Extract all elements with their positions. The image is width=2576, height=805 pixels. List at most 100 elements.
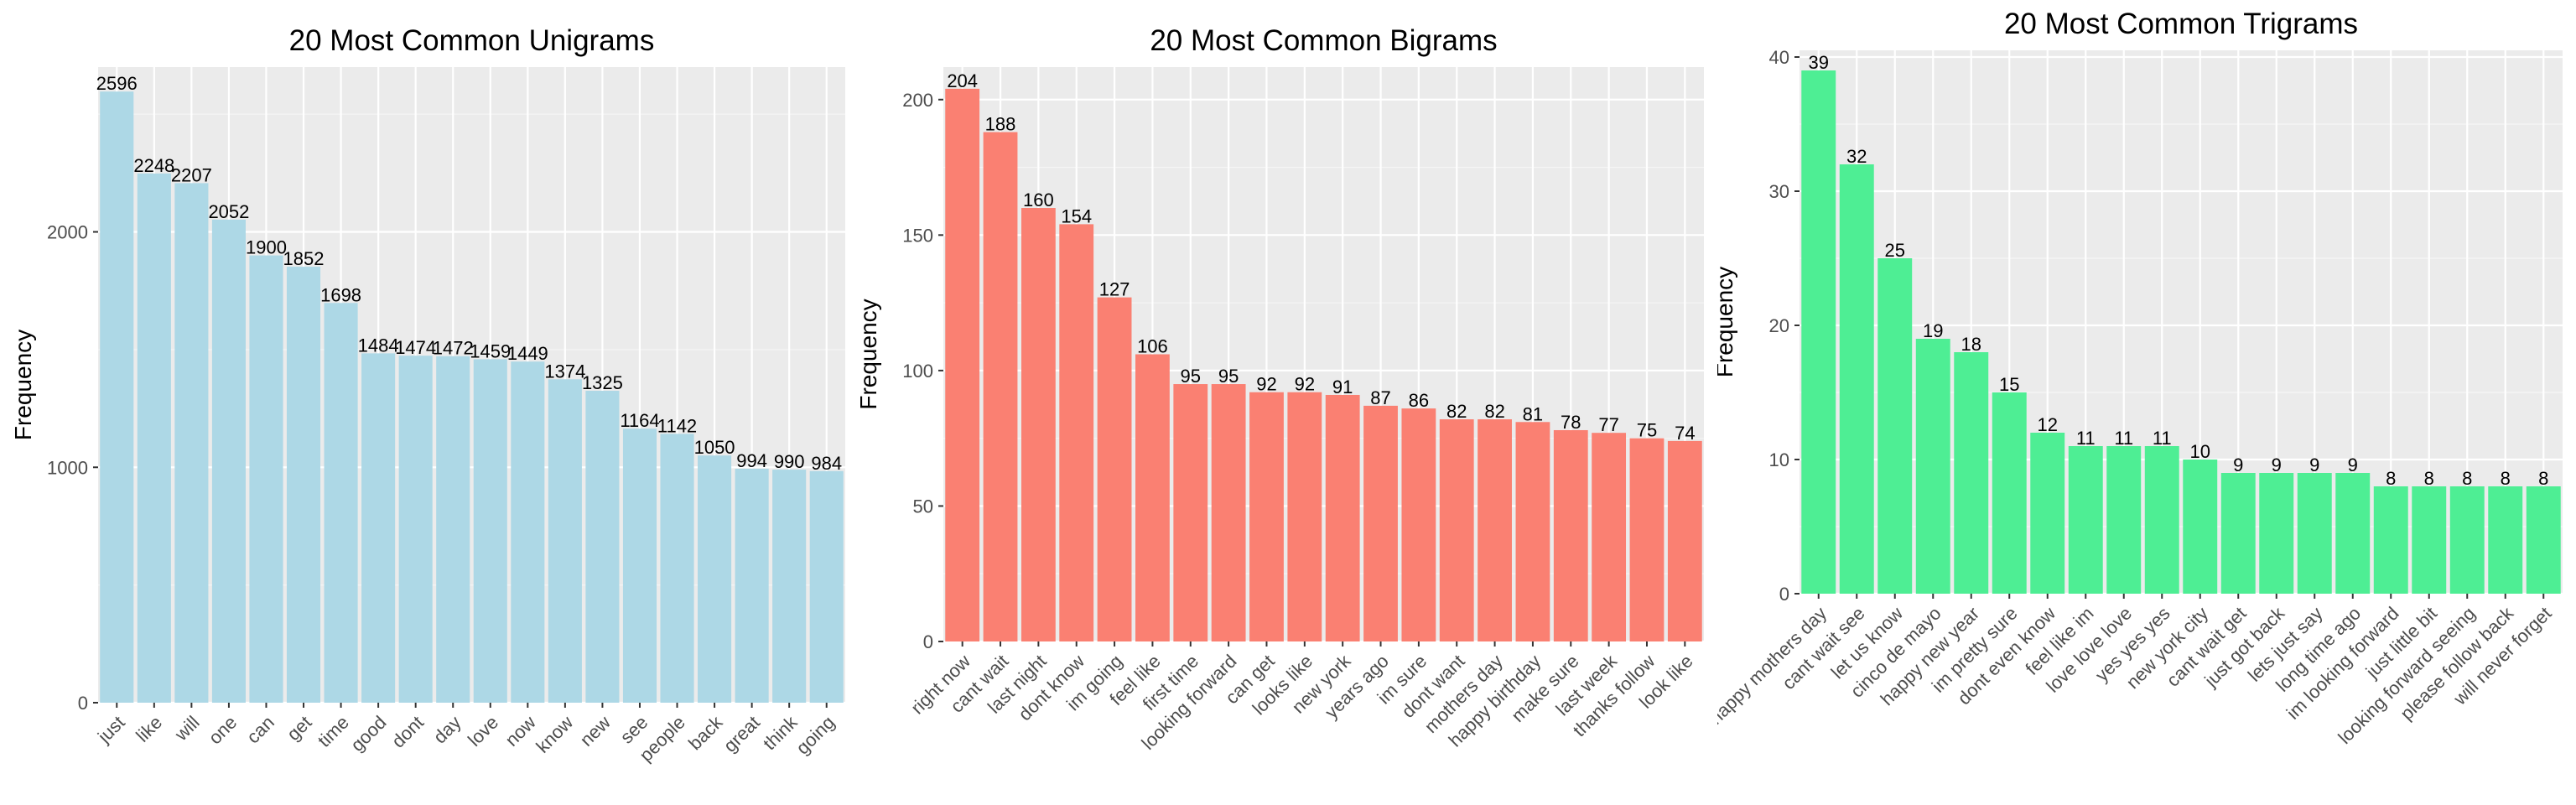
data-label: 81 bbox=[1523, 403, 1543, 424]
bar bbox=[2220, 473, 2256, 594]
data-label: 11 bbox=[2153, 428, 2172, 449]
bar bbox=[1515, 422, 1550, 641]
bar bbox=[174, 183, 209, 704]
x-tick-label: can bbox=[242, 712, 278, 748]
bar bbox=[1401, 408, 1436, 641]
y-tick-label: 0 bbox=[923, 631, 933, 652]
data-label: 92 bbox=[1256, 374, 1276, 395]
y-axis-label: Frequency bbox=[10, 330, 36, 440]
bar bbox=[660, 434, 694, 703]
y-tick-label: 20 bbox=[1769, 315, 1789, 336]
bar bbox=[2259, 473, 2294, 594]
data-label: 9 bbox=[2272, 454, 2282, 475]
y-tick-label: 50 bbox=[913, 496, 933, 517]
bar bbox=[1059, 224, 1094, 641]
y-tick-label: 150 bbox=[902, 225, 933, 246]
data-label: 8 bbox=[2538, 468, 2548, 489]
y-tick-label: 0 bbox=[1779, 584, 1789, 605]
bar bbox=[1992, 392, 2027, 594]
data-label: 2596 bbox=[96, 73, 138, 94]
bar bbox=[1877, 258, 1913, 594]
bar bbox=[2068, 446, 2103, 594]
plot-background bbox=[98, 67, 845, 703]
bar bbox=[945, 88, 980, 641]
x-tick-label: will bbox=[170, 712, 204, 745]
data-label: 87 bbox=[1370, 387, 1390, 408]
bar bbox=[1839, 164, 1874, 594]
data-label: 8 bbox=[2424, 468, 2434, 489]
data-label: 95 bbox=[1218, 366, 1239, 387]
bar bbox=[1249, 392, 1284, 641]
data-label: 82 bbox=[1484, 401, 1504, 422]
bar bbox=[622, 428, 657, 703]
data-label: 78 bbox=[1561, 412, 1581, 433]
data-label: 75 bbox=[1637, 420, 1657, 441]
data-label: 188 bbox=[985, 114, 1016, 135]
bar bbox=[1478, 419, 1512, 641]
data-label: 25 bbox=[1885, 240, 1905, 261]
bar bbox=[1592, 433, 1627, 641]
bar bbox=[1629, 438, 1665, 641]
x-tick-label: back bbox=[684, 711, 727, 754]
x-tick-label: like bbox=[132, 712, 166, 746]
bar bbox=[1553, 429, 1588, 641]
data-label: 2207 bbox=[171, 164, 212, 185]
x-tick-label: great bbox=[719, 712, 764, 756]
data-label: 1142 bbox=[657, 415, 697, 436]
x-tick-label: good bbox=[346, 712, 390, 756]
data-label: 74 bbox=[1675, 423, 1695, 444]
bar bbox=[809, 470, 844, 703]
bar bbox=[1915, 339, 1950, 594]
data-label: 8 bbox=[2386, 468, 2396, 489]
x-tick-label: one bbox=[205, 712, 242, 749]
data-label: 12 bbox=[2038, 414, 2058, 435]
trigrams-chart: 0 10 20 30 40 39 32 25 19 18 15 12 11 11 11 10 9 9 9 9 8 8 8 8 8… bbox=[1717, 8, 2563, 748]
bar bbox=[2183, 460, 2218, 594]
bar bbox=[398, 356, 433, 703]
data-label: 2052 bbox=[208, 201, 249, 222]
bar bbox=[1097, 297, 1132, 641]
x-tick-label: know bbox=[532, 712, 577, 757]
bar bbox=[1954, 352, 1989, 594]
y-tick-label: 2000 bbox=[47, 222, 88, 243]
y-axis-label: Frequency bbox=[859, 299, 881, 409]
bar bbox=[983, 132, 1018, 641]
data-label: 8 bbox=[2501, 468, 2511, 489]
bar bbox=[2412, 486, 2447, 594]
x-tick-label: get bbox=[283, 712, 315, 745]
bar bbox=[1135, 354, 1170, 641]
data-label: 204 bbox=[947, 70, 978, 91]
bar bbox=[2449, 486, 2485, 594]
data-label: 994 bbox=[736, 450, 767, 471]
data-label: 1484 bbox=[358, 335, 399, 356]
bar bbox=[698, 455, 732, 703]
data-label: 91 bbox=[1332, 377, 1353, 397]
x-tick-label: new bbox=[576, 712, 615, 750]
data-label: 1474 bbox=[395, 337, 436, 358]
data-label: 92 bbox=[1295, 374, 1315, 395]
data-label: 1698 bbox=[320, 284, 361, 305]
chart-title: 20 Most Common Unigrams bbox=[289, 24, 655, 57]
data-label: 10 bbox=[2190, 441, 2210, 462]
bar bbox=[137, 173, 171, 703]
y-tick-label: 30 bbox=[1769, 181, 1789, 202]
plot-background bbox=[1800, 50, 2563, 594]
bar bbox=[585, 391, 620, 703]
data-label: 127 bbox=[1099, 279, 1130, 300]
bar bbox=[2373, 486, 2408, 594]
bar bbox=[1363, 405, 1398, 641]
data-label: 95 bbox=[1181, 366, 1201, 387]
data-label: 154 bbox=[1061, 205, 1092, 226]
data-label: 18 bbox=[1961, 334, 1981, 355]
data-label: 86 bbox=[1409, 390, 1429, 411]
y-tick-label: 100 bbox=[902, 361, 933, 382]
data-label: 1900 bbox=[246, 237, 287, 258]
bar bbox=[2335, 473, 2371, 594]
bar bbox=[1173, 384, 1208, 641]
bar bbox=[1211, 384, 1246, 641]
x-tick-label: going bbox=[792, 712, 839, 759]
bar bbox=[473, 359, 507, 703]
data-label: 77 bbox=[1598, 414, 1618, 435]
